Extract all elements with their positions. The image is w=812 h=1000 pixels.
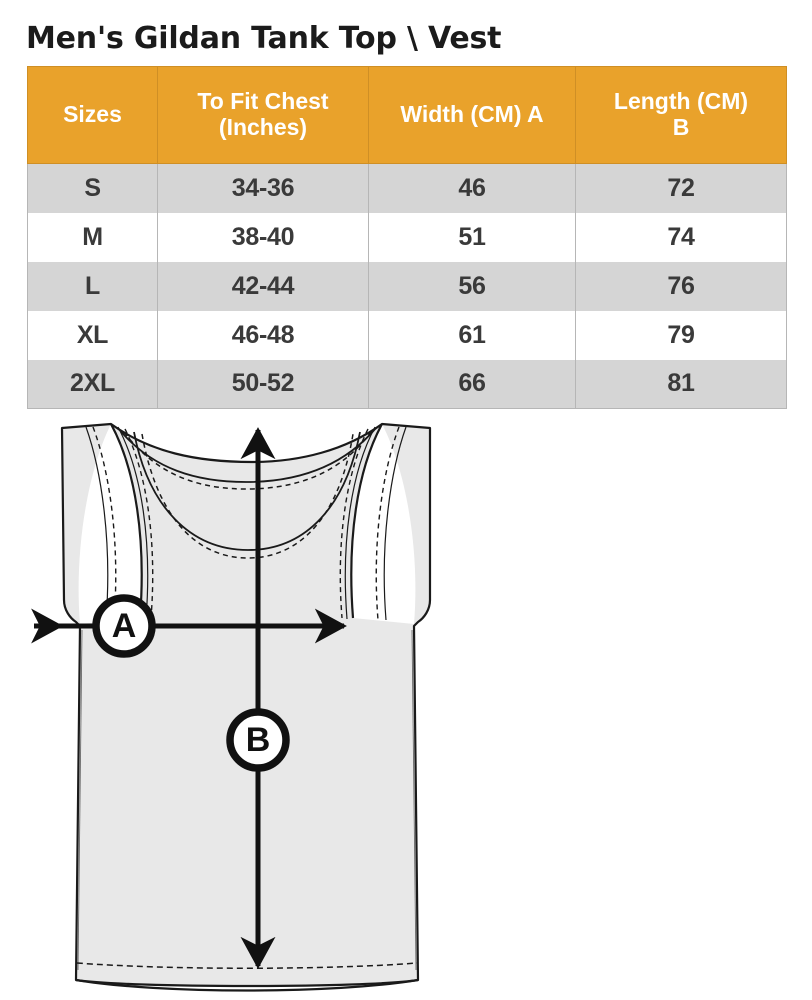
- marker-a-badge: A: [92, 594, 156, 658]
- cell-chest: 42-44: [157, 261, 369, 311]
- table-row: S 34-36 46 72: [27, 163, 787, 213]
- column-header-width-line1: Width (CM) A: [400, 101, 544, 128]
- marker-b-label: B: [246, 721, 271, 759]
- size-chart-table: Sizes To Fit Chest (Inches) Width (CM) A…: [27, 66, 787, 409]
- marker-a-label: A: [112, 607, 137, 645]
- garment-diagram: A B: [0, 410, 812, 1000]
- marker-b-badge: B: [226, 708, 290, 772]
- page-title: Men's Gildan Tank Top \ Vest: [26, 21, 502, 56]
- table-row: M 38-40 51 74: [27, 212, 787, 262]
- table-row: L 42-44 56 76: [27, 261, 787, 311]
- cell-chest: 46-48: [157, 310, 369, 360]
- cell-size: 2XL: [27, 359, 158, 409]
- cell-size: S: [27, 163, 158, 213]
- cell-width: 66: [368, 359, 576, 409]
- cell-length: 79: [575, 310, 787, 360]
- column-header-width: Width (CM) A: [368, 66, 576, 164]
- cell-length: 81: [575, 359, 787, 409]
- table-header-row: Sizes To Fit Chest (Inches) Width (CM) A…: [27, 66, 787, 164]
- table-header: Sizes To Fit Chest (Inches) Width (CM) A…: [27, 66, 787, 164]
- cell-size: XL: [27, 310, 158, 360]
- column-header-chest-line1: To Fit Chest: [197, 88, 329, 115]
- cell-width: 61: [368, 310, 576, 360]
- cell-width: 56: [368, 261, 576, 311]
- table-row: 2XL 50-52 66 81: [27, 359, 787, 409]
- cell-chest: 34-36: [157, 163, 369, 213]
- cell-length: 74: [575, 212, 787, 262]
- cell-width: 46: [368, 163, 576, 213]
- side-seams: [77, 629, 417, 971]
- column-header-sizes: Sizes: [27, 66, 158, 164]
- column-header-chest-line2: (Inches): [218, 114, 308, 140]
- column-header-length-line2: B: [672, 114, 690, 140]
- table-row: XL 46-48 61 79: [27, 310, 787, 360]
- neckline: [117, 427, 377, 559]
- cell-width: 51: [368, 212, 576, 262]
- cell-chest: 38-40: [157, 212, 369, 262]
- cell-length: 76: [575, 261, 787, 311]
- strap-stitching: [85, 426, 407, 621]
- column-header-chest: To Fit Chest (Inches): [157, 66, 369, 164]
- cell-length: 72: [575, 163, 787, 213]
- armholes: [78, 423, 416, 624]
- cell-size: L: [27, 261, 158, 311]
- column-header-length-line1: Length (CM): [613, 88, 749, 115]
- cell-chest: 50-52: [157, 359, 369, 409]
- column-header-length: Length (CM) B: [575, 66, 787, 164]
- column-header-sizes-line1: Sizes: [63, 101, 122, 128]
- table-body: S 34-36 46 72 M 38-40 51 74 L 42-44 56 7…: [27, 163, 787, 409]
- cell-size: M: [27, 212, 158, 262]
